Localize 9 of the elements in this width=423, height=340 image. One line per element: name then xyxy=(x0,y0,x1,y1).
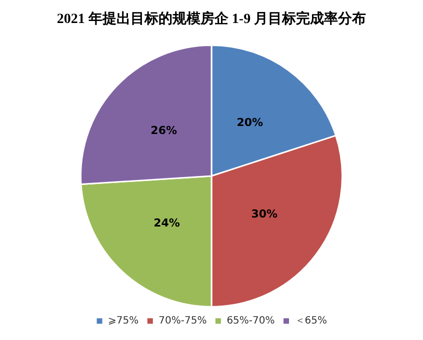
data-label: 24% xyxy=(154,216,180,230)
legend-label: ＜65% xyxy=(294,316,327,327)
legend-label: ⩾75% xyxy=(108,316,139,327)
data-label: 30% xyxy=(251,207,278,220)
data-label: 26% xyxy=(150,124,178,138)
legend-label: 65%-70% xyxy=(226,316,275,327)
chart-title: 2021 年提出目标的规模房企 1-9 月目标完成率分布 xyxy=(56,10,368,28)
data-label: 20% xyxy=(236,116,264,129)
legend-label: 70%-75% xyxy=(158,316,207,327)
